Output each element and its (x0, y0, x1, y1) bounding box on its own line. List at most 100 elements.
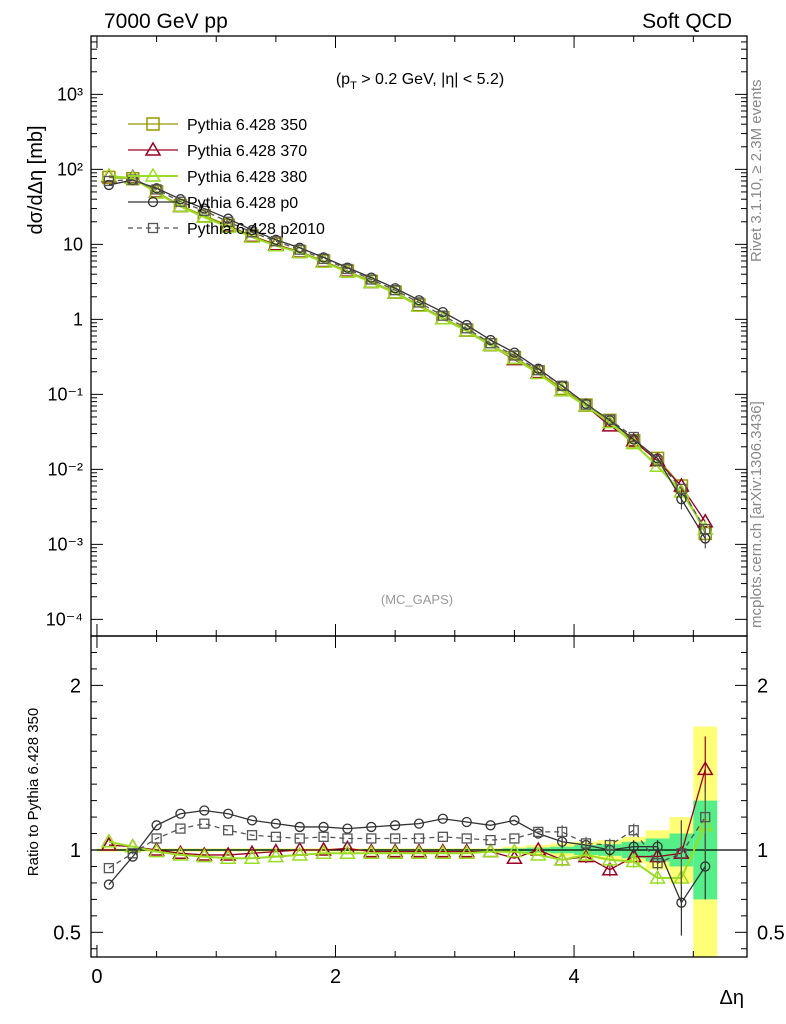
legend-marker (147, 196, 159, 208)
ratio-point-p0 (652, 841, 663, 852)
ratio-point-p380 (339, 844, 356, 860)
ratio-point-p0 (294, 821, 305, 833)
point-p2010 (294, 244, 305, 255)
y-tick-label: 0.5 (53, 922, 81, 944)
ratio-point-p370 (172, 844, 189, 860)
point-p2010 (533, 365, 544, 376)
ratio-point-p2010 (342, 833, 353, 844)
ratio-point-p370 (696, 760, 714, 776)
header-left: 7000 GeV pp (104, 10, 228, 33)
ratio-point-p380 (434, 844, 452, 860)
point-p380 (267, 237, 285, 252)
point-p2010 (223, 216, 234, 227)
ratio-point-p2010 (437, 831, 449, 842)
point-p2010 (652, 455, 663, 466)
ratio-point-p2010 (246, 830, 258, 841)
ratio-point-p2010 (485, 834, 496, 846)
ratio-point-p370 (219, 846, 237, 861)
y-ticks-top: 10⁻⁴ 10⁻³ 10⁻² 10⁻¹ 1 10 10² 10³ (46, 35, 747, 629)
ratio-point-p370 (386, 843, 404, 858)
point-p2010 (199, 205, 210, 216)
point-p2010 (628, 431, 639, 443)
header-right: Soft QCD (642, 10, 732, 33)
ratio-panel: 0.5 0.51 12 20 2 4 Ratio to Pythia 6.428 350 … (25, 635, 785, 1009)
point-p2010 (676, 483, 687, 494)
point-p380 (196, 208, 213, 223)
top-panel: (pT > 0.2 GeV, |η| < 5.2) (MC_GAPS) 10⁻⁴… (25, 35, 748, 637)
y-tick-label-right: 1 (757, 840, 768, 862)
ratio-point-p380 (362, 844, 380, 860)
ratio-point-p380 (243, 849, 261, 864)
point-p380 (243, 228, 261, 243)
point-p2010 (485, 338, 496, 349)
legend-marker (146, 117, 160, 131)
ratio-point-p380 (172, 846, 189, 861)
ratio-frame (90, 635, 748, 958)
point-p380 (172, 197, 189, 213)
point-p2010 (318, 253, 329, 265)
legend-marker (147, 222, 159, 234)
ratio-point-p2010 (389, 833, 401, 844)
ratio-point-p2010 (604, 839, 615, 851)
legend-label: Pythia 6.428 380 (187, 169, 307, 186)
y-tick-label: 10³ (57, 84, 83, 104)
point-p2010 (461, 323, 472, 334)
point-p2010 (580, 399, 592, 410)
ratio-point-p2010 (127, 848, 138, 859)
ratio-point-p2010 (676, 848, 687, 859)
ratio-point-p2010 (151, 833, 162, 844)
ratio-point-p0 (366, 821, 377, 833)
ratio-point-p380 (577, 846, 595, 861)
point-p380 (434, 310, 452, 325)
x-tick-label: 4 (568, 966, 579, 988)
ratio-point-p0 (628, 841, 639, 852)
ratio-point-p0 (270, 818, 282, 829)
ratio-point-p2010 (175, 823, 186, 834)
point-p380 (506, 350, 523, 365)
ratio-point-p380 (506, 843, 523, 858)
ratio-point-p370 (196, 846, 213, 861)
ratio-point-p380 (100, 833, 118, 848)
ratio-point-p0 (246, 815, 258, 826)
ratio-point-p2010 (103, 862, 115, 874)
point-p380 (362, 274, 380, 289)
ratio-point-p380 (625, 853, 642, 868)
ratio-point-p0 (389, 820, 401, 831)
legend-marker (144, 141, 162, 156)
ratio-point-p370 (100, 836, 118, 851)
legend-label: Pythia 6.428 350 (187, 117, 307, 134)
ratio-point-p380 (553, 851, 571, 866)
ratio-point-p370 (601, 861, 619, 876)
point-p2010 (413, 297, 425, 308)
ratio-point-p380 (148, 843, 165, 858)
y-tick-label: 10⁻³ (47, 534, 83, 554)
point-p370 (696, 513, 714, 528)
x-axis-label: Δη (720, 987, 744, 1009)
ratio-point-p2010 (270, 831, 282, 842)
point-p2010 (342, 263, 353, 275)
legend-label: Pythia 6.428 p2010 (187, 221, 325, 238)
ratio-point-p370 (410, 843, 428, 858)
cut-label: (pT > 0.2 GeV, |η| < 5.2) (336, 71, 504, 92)
ratio-point-p370 (434, 843, 452, 858)
point-p380 (482, 336, 499, 352)
ratio-point-p2010 (628, 825, 639, 836)
y-tick-label-right: 2 (757, 675, 768, 697)
point-p380 (601, 414, 619, 429)
ratio-point-p370 (362, 843, 380, 858)
y-ticks-ratio: 0.5 0.5 1 1 2 2 (53, 651, 785, 950)
x-tick-label: 2 (330, 966, 341, 988)
point-p2010 (366, 274, 377, 285)
ratio-point-p0 (223, 808, 234, 819)
ratio-point-p370 (315, 841, 332, 856)
y-axis-label-top: dσ/dΔη [mb] (25, 125, 47, 234)
point-p2010 (556, 380, 568, 391)
legend-label: Pythia 6.428 p0 (187, 195, 298, 212)
y-tick-label-right: 0.5 (757, 922, 785, 944)
ratio-point-p2010 (533, 826, 544, 838)
ratio-point-p380 (410, 844, 428, 860)
x-ticks-ratio: 0 2 4 (91, 636, 694, 988)
ratio-point-p2010 (509, 833, 520, 844)
ratio-point-p370 (458, 843, 476, 858)
point-p2010 (103, 175, 115, 187)
